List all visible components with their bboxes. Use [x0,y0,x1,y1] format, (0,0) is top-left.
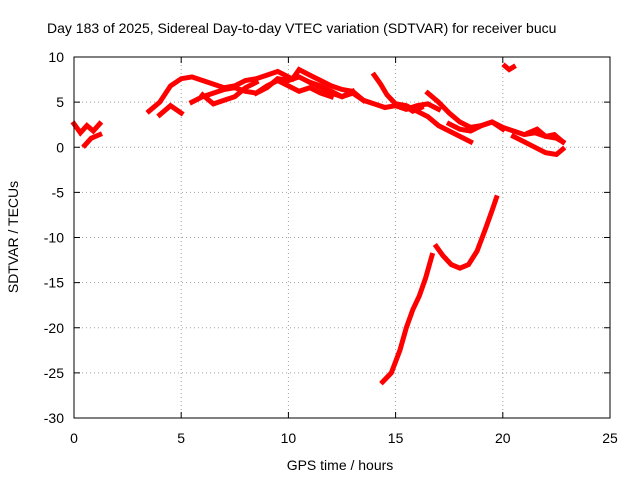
y-tick-label: 5 [56,94,64,110]
series-track-p [501,62,517,73]
x-tick-label: 10 [281,430,297,446]
data-series [70,62,567,386]
x-tick-label: 20 [495,430,511,446]
series-track-c [145,68,292,115]
y-axis-label: SDTVAR / TECUs [5,181,21,293]
axes: -30 -25 -20 -15 -10 -5 0 5 10 0 5 10 15 20 25 [44,49,618,446]
x-tick-label: 25 [602,430,618,446]
x-axis-label: GPS time / hours [287,457,394,473]
series-track-o [525,126,567,146]
series-track-h [289,66,367,104]
x-tick-label: 0 [70,430,78,446]
y-tick-label: -25 [44,365,64,381]
series-track-b [81,131,103,149]
series-track-f [199,78,260,107]
x-tick-label: 15 [388,430,404,446]
y-tick-label: -15 [44,275,64,291]
grid-lines [74,57,610,418]
y-tick-label: -10 [44,230,64,246]
y-tick-label: -30 [44,410,64,426]
series-track-n [510,133,567,158]
y-tick-label: 0 [56,139,64,155]
y-tick-label: -20 [44,320,64,336]
series-track-r [432,194,500,271]
chart-title: Day 183 of 2025, Sidereal Day-to-day VTE… [47,20,556,36]
series-track-q [379,252,436,386]
series-track-d [156,102,185,119]
y-tick-label: 10 [48,49,64,65]
y-tick-label: -5 [52,184,65,200]
series-track-i [306,78,442,113]
series-track-k [392,101,474,146]
x-tick-label: 5 [177,430,185,446]
series-track-a [70,120,104,137]
